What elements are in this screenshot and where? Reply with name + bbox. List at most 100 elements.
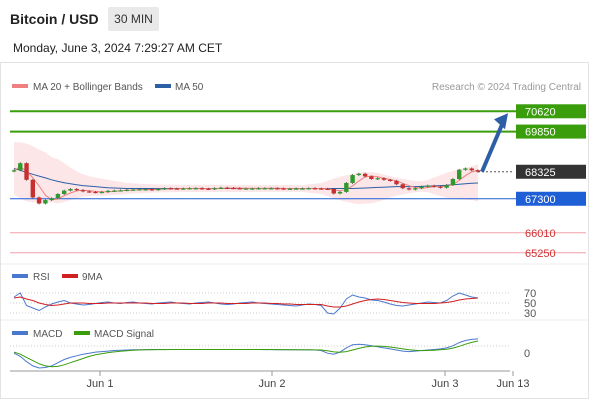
ma20-legend-label: MA 20 + Bollinger Bands: [33, 82, 143, 93]
rsi-tick-30: 30: [524, 308, 536, 320]
level-box-70620: [516, 104, 586, 119]
macd-signal-legend-swatch: [74, 331, 90, 335]
x-tick-label: Jun 1: [87, 378, 114, 390]
candle-body: [281, 188, 286, 190]
candle-body: [312, 188, 318, 190]
candle-body: [394, 180, 399, 185]
candle-body: [438, 186, 443, 188]
candle-body: [300, 188, 305, 190]
candle-body: [388, 179, 393, 181]
rsi-line: [13, 292, 479, 315]
candle-body: [224, 187, 230, 189]
candle-body: [425, 185, 431, 187]
candle-body: [181, 188, 186, 190]
forecast-arrow-shaft: [480, 121, 505, 173]
candle-body: [55, 194, 61, 199]
candle-body: [325, 188, 330, 190]
level-label-69850: 69850: [525, 127, 556, 139]
candle-body: [431, 185, 437, 187]
candle-body: [331, 189, 336, 194]
candle-body: [149, 189, 155, 191]
level-box-68325: [516, 164, 586, 179]
candle-body: [162, 188, 167, 190]
price-panel: 70620 69850 68325 67300 66010 65250: [10, 104, 586, 260]
candle-body: [49, 198, 54, 201]
candle-body: [362, 173, 368, 177]
candle-body: [344, 182, 349, 192]
macd-panel: 0: [10, 338, 530, 369]
credit-label: Research © 2024 Trading Central: [432, 82, 581, 93]
macd-line: [13, 338, 479, 369]
candle-body: [287, 188, 293, 190]
candle-body: [237, 188, 242, 190]
candle-body: [356, 173, 362, 176]
candle-body: [256, 188, 261, 190]
candle-body: [463, 168, 468, 170]
candle-body: [319, 188, 324, 190]
candle-body: [30, 179, 36, 198]
rsi-ma-line: [13, 296, 479, 308]
candle-body: [218, 187, 224, 189]
timeframe-badge[interactable]: 30 MIN: [108, 7, 159, 31]
rsi-ma-legend-swatch: [62, 274, 78, 278]
candle-body: [118, 190, 123, 192]
candle-body: [212, 188, 217, 190]
candle-body: [381, 178, 387, 180]
candle-body: [293, 188, 299, 190]
candle-body: [369, 176, 374, 179]
candle-body: [168, 188, 173, 190]
chart-header: Bitcoin / USD 30 MIN: [0, 0, 590, 38]
candle-body: [337, 191, 343, 194]
candle-body: [99, 191, 104, 194]
candle-body: [43, 200, 48, 204]
level-label-65250: 65250: [525, 248, 556, 260]
macd-legend-swatch: [12, 331, 28, 335]
candle-body: [112, 190, 117, 192]
rsi-tick-70: 70: [524, 288, 536, 300]
candle-body: [105, 190, 111, 193]
candle-body: [124, 189, 130, 192]
ma50-legend-label: MA 50: [175, 82, 204, 93]
macd-signal-line: [13, 340, 479, 368]
x-axis-ticks: Jun 1 Jun 2 Jun 3 Jun 13: [87, 371, 530, 390]
candle-body: [156, 189, 161, 191]
candle-body: [275, 188, 280, 190]
candle-body: [306, 188, 311, 190]
bollinger-band: [14, 142, 478, 204]
candle-body: [262, 188, 268, 190]
candle-body: [243, 188, 249, 190]
macd-legend-label: MACD: [33, 329, 62, 340]
candle-body: [36, 197, 42, 204]
x-tick-label: Jun 2: [259, 378, 286, 390]
candle-body: [87, 191, 92, 193]
instrument-title: Bitcoin / USD: [10, 11, 99, 27]
candle-body: [174, 188, 180, 190]
candle-body: [206, 188, 211, 190]
x-tick-label: Jun 3: [432, 378, 459, 390]
candle-body: [18, 163, 23, 171]
macd-tick-0: 0: [524, 348, 530, 360]
candle-body: [469, 168, 474, 171]
candle-body: [250, 188, 255, 190]
candle-body: [80, 190, 86, 192]
candle-body: [456, 169, 462, 179]
rsi-legend-swatch: [12, 274, 28, 278]
level-label-68325: 68325: [525, 167, 556, 179]
datetime-label: Monday, June 3, 2024 7:29:27 AM CET: [13, 41, 223, 55]
candle-body: [450, 179, 456, 186]
level-label-70620: 70620: [525, 106, 556, 118]
candle-body: [74, 189, 79, 191]
level-box-67300: [516, 191, 586, 206]
candle-body: [143, 189, 148, 191]
candle-body: [413, 188, 418, 190]
candle-body: [444, 185, 449, 188]
x-tick-label: Jun 13: [496, 378, 529, 390]
candle-body: [475, 170, 481, 172]
candle-body: [350, 175, 355, 183]
candle-body: [187, 188, 192, 190]
candle-body: [68, 189, 73, 191]
candle-body: [400, 184, 405, 189]
candle-body: [11, 170, 17, 172]
